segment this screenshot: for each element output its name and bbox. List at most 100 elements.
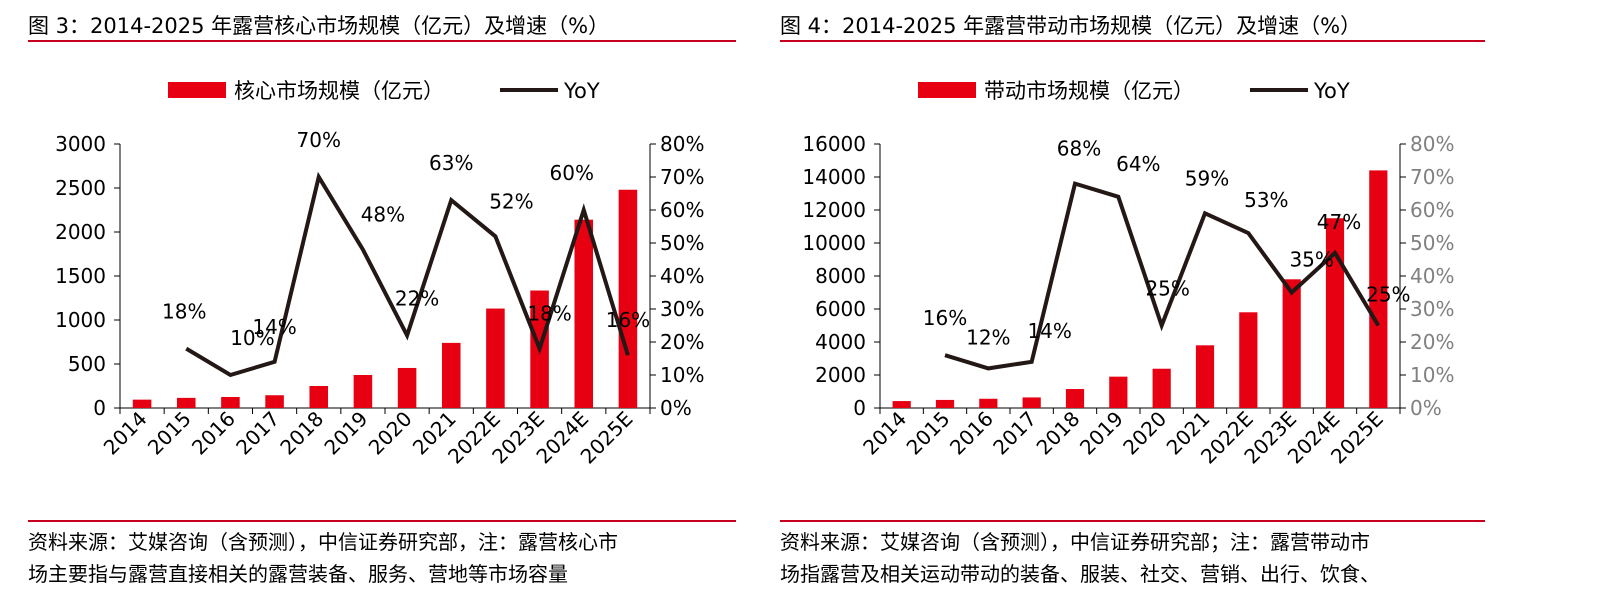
x-axis-category-label: 2015 xyxy=(902,407,955,460)
left-axis-tick-label: 3000 xyxy=(55,132,106,156)
x-axis-category-label: 2019 xyxy=(1075,407,1128,460)
bar-2015 xyxy=(935,399,955,408)
yoy-data-label: 18% xyxy=(162,300,206,324)
right-axis-tick-label: 0% xyxy=(660,396,692,420)
legend-bar-label: 带动市场规模（亿元） xyxy=(984,79,1194,103)
yoy-data-label: 70% xyxy=(297,128,341,152)
bar-2025E xyxy=(618,189,638,408)
bar-2022E xyxy=(486,308,505,408)
x-axis-category-label: 2020 xyxy=(1118,407,1171,460)
left-axis-tick-label: 2000 xyxy=(55,220,106,244)
title-rule xyxy=(780,40,1485,42)
bar-2019 xyxy=(353,375,373,408)
right-axis-tick-label: 20% xyxy=(660,330,704,354)
yoy-data-label: 53% xyxy=(1244,188,1288,212)
x-axis-category-label: 2016 xyxy=(945,407,998,460)
right-axis-tick-label: 30% xyxy=(1410,297,1454,321)
yoy-line xyxy=(185,171,630,378)
right-axis-tick-label: 70% xyxy=(1410,165,1454,189)
left-axis-tick-label: 500 xyxy=(68,352,106,376)
figure-4-panel: 图 4：2014-2025 年露营带动市场规模（亿元）及增速（%） 带动市场规模… xyxy=(780,0,1603,606)
bar-2015 xyxy=(176,397,196,408)
x-axis-category-label: 2017 xyxy=(231,407,284,460)
left-axis-tick-label: 6000 xyxy=(815,297,866,321)
yoy-data-label: 63% xyxy=(429,151,473,175)
bar-2019 xyxy=(1109,376,1128,408)
left-axis-tick-label: 12000 xyxy=(802,198,866,222)
x-axis-category-label: 2018 xyxy=(1032,407,1085,460)
note-rule xyxy=(28,520,736,522)
right-axis-tick-label: 50% xyxy=(660,231,704,255)
left-axis-tick-label: 1500 xyxy=(55,264,106,288)
bar-2016 xyxy=(979,398,998,408)
bar-2017 xyxy=(1022,397,1041,408)
legend-bar-swatch xyxy=(168,82,226,98)
right-axis-tick-label: 10% xyxy=(660,363,704,387)
x-axis-category-label: 2019 xyxy=(319,407,372,460)
bar-2024E xyxy=(574,219,594,408)
source-note-line-2: 场指露营及相关运动带动的装备、服装、社交、营销、出行、饮食、 xyxy=(780,562,1380,586)
yoy-data-label: 25% xyxy=(1145,277,1189,301)
note-rule xyxy=(780,520,1485,522)
yoy-data-label: 16% xyxy=(923,306,967,330)
bar-2017 xyxy=(265,395,284,408)
source-note-line-1: 资料来源：艾媒咨询（含预测），中信证券研究部，注：露营核心市 xyxy=(28,530,618,554)
core-market-chart: 核心市场规模（亿元） YoY 0 500 1000 1500 2000 2500 3000 0% 1… xyxy=(55,79,704,468)
legend-bar-label: 核心市场规模（亿元） xyxy=(234,79,444,103)
legend-line-label: YoY xyxy=(1313,79,1350,103)
bar-2014 xyxy=(132,399,152,408)
bar-2022E xyxy=(1239,312,1258,408)
yoy-data-label: 18% xyxy=(527,302,571,326)
right-axis-tick-label: 30% xyxy=(660,297,704,321)
yoy-data-label: 22% xyxy=(395,286,439,310)
left-axis-tick-label: 14000 xyxy=(802,165,866,189)
x-axis-category-label: 2015 xyxy=(143,407,196,460)
yoy-data-label: 12% xyxy=(966,325,1010,349)
left-axis-tick-label: 2000 xyxy=(815,363,866,387)
right-axis-tick-label: 0% xyxy=(1410,396,1442,420)
yoy-data-label: 64% xyxy=(1116,152,1160,176)
x-axis-category-label: 2014 xyxy=(858,407,911,460)
yoy-data-label: 25% xyxy=(1366,283,1410,307)
right-axis-tick-label: 80% xyxy=(1410,132,1454,156)
right-axis-tick-label: 10% xyxy=(1410,363,1454,387)
yoy-data-label: 68% xyxy=(1057,137,1101,161)
yoy-data-label: 48% xyxy=(361,203,405,227)
source-note-line-1: 资料来源：艾媒咨询（含预测），中信证券研究部；注：露营带动市 xyxy=(780,530,1370,554)
right-axis-tick-label: 20% xyxy=(1410,330,1454,354)
yoy-data-label: 52% xyxy=(489,189,533,213)
bar-2020 xyxy=(1152,368,1171,408)
right-axis-tick-label: 40% xyxy=(1410,264,1454,288)
right-axis-tick-label: 60% xyxy=(660,198,704,222)
yoy-data-label: 60% xyxy=(550,161,594,185)
bar-2024E xyxy=(1325,218,1345,408)
left-axis-tick-label: 1000 xyxy=(55,308,106,332)
title-rule xyxy=(28,40,736,42)
left-axis-tick-label: 8000 xyxy=(815,264,866,288)
bar-2020 xyxy=(397,367,417,408)
left-axis-tick-label: 2500 xyxy=(55,176,106,200)
x-axis-category-label: 2016 xyxy=(187,407,240,460)
bar-2021 xyxy=(1195,345,1215,408)
legend-bar-swatch xyxy=(918,82,976,98)
x-axis-category-label: 2020 xyxy=(364,407,417,460)
bar-2023E xyxy=(1282,279,1301,408)
bar-2018 xyxy=(309,386,329,408)
yoy-data-label: 47% xyxy=(1317,210,1361,234)
x-axis-category-label: 2018 xyxy=(275,407,328,460)
bar-2014 xyxy=(892,401,911,408)
figure-title: 图 3：2014-2025 年露营核心市场规模（亿元）及增速（%） xyxy=(28,14,610,38)
yoy-data-label: 10% xyxy=(230,326,274,350)
x-axis-category-label: 2014 xyxy=(99,407,152,460)
figure-title: 图 4：2014-2025 年露营带动市场规模（亿元）及增速（%） xyxy=(780,14,1362,38)
yoy-data-label: 14% xyxy=(252,315,296,339)
left-axis-tick-label: 0 xyxy=(853,396,866,420)
right-axis-tick-label: 40% xyxy=(660,264,704,288)
right-axis-tick-label: 70% xyxy=(660,165,704,189)
yoy-data-label: 59% xyxy=(1185,166,1229,190)
right-axis-tick-label: 50% xyxy=(1410,231,1454,255)
right-axis-tick-label: 80% xyxy=(660,132,704,156)
left-axis-tick-label: 4000 xyxy=(815,330,866,354)
left-axis-tick-label: 16000 xyxy=(802,132,866,156)
yoy-data-label: 14% xyxy=(1027,319,1071,343)
